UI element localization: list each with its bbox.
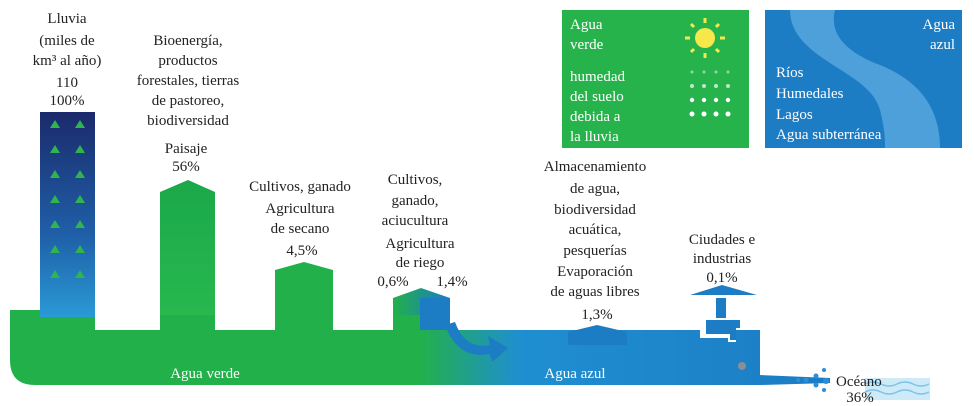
text: de secano bbox=[271, 221, 330, 237]
flow-label: Agua verde bbox=[170, 366, 240, 382]
text: forestales, tierras bbox=[137, 73, 240, 89]
text: Almacenamiento bbox=[544, 159, 646, 175]
text: Agua bbox=[923, 17, 956, 33]
text: de riego bbox=[396, 255, 445, 271]
ocean-dots bbox=[796, 368, 829, 392]
text: biodiversidad bbox=[554, 202, 636, 218]
ocean-waves bbox=[864, 378, 930, 400]
storage-label: Almacenamiento de agua, biodiversidad ac… bbox=[544, 159, 646, 323]
text: 100% bbox=[50, 93, 85, 109]
rain-drops bbox=[50, 120, 85, 278]
irrigated-blue bbox=[420, 298, 450, 330]
text: 0,6% bbox=[377, 274, 408, 290]
text: (miles de bbox=[39, 33, 95, 49]
text: azul bbox=[930, 37, 955, 53]
text: 0,1% bbox=[706, 270, 737, 286]
text: la lluvia bbox=[570, 129, 619, 145]
text: km³ al año) bbox=[33, 53, 102, 69]
text: de aguas libres bbox=[550, 284, 639, 300]
legend-blue-text: Agua azul Ríos Humedales Lagos Agua subt… bbox=[776, 17, 955, 143]
text: Cultivos, ganado bbox=[249, 179, 351, 195]
text: biodiversidad bbox=[147, 113, 229, 129]
text: 56% bbox=[172, 159, 200, 175]
text: acuática, bbox=[569, 222, 622, 238]
text: Agricultura bbox=[265, 201, 334, 217]
text: industrias bbox=[693, 251, 751, 267]
landscape-column bbox=[160, 180, 215, 315]
text: Humedales bbox=[776, 86, 844, 102]
text: 4,5% bbox=[286, 243, 317, 259]
text: de pastoreo, bbox=[152, 93, 224, 109]
irrigated-label: Cultivos, ganado, aciucultura Agricultur… bbox=[377, 172, 467, 290]
flow-band bbox=[10, 310, 830, 385]
rain-column bbox=[40, 112, 95, 317]
cities-label: Ciudades e industrias 0,1% bbox=[689, 232, 756, 286]
text: aciucultura bbox=[382, 213, 449, 229]
legend-green-text: Agua verde humedad del suelo debida a la… bbox=[570, 17, 625, 145]
rainfed-column bbox=[275, 262, 333, 315]
text: Agricultura bbox=[385, 236, 454, 252]
text: verde bbox=[570, 37, 604, 53]
text: Bioenergía, bbox=[153, 33, 222, 49]
ocean-share: 36% bbox=[846, 390, 874, 406]
text: 1,3% bbox=[581, 307, 612, 323]
cities-roof bbox=[690, 285, 757, 295]
soil-dots bbox=[689, 70, 731, 117]
text: pesquerías bbox=[563, 243, 626, 259]
text: Cultivos, bbox=[388, 172, 443, 188]
ocean-label: Océano bbox=[836, 374, 882, 390]
text: Evaporación bbox=[557, 264, 633, 280]
text: Lagos bbox=[776, 107, 813, 123]
legend-green-box bbox=[562, 10, 749, 148]
text: del suelo bbox=[570, 89, 624, 105]
text: productos bbox=[158, 53, 217, 69]
text: Ríos bbox=[776, 65, 804, 81]
text: humedad bbox=[570, 69, 625, 85]
rain-label: Lluvia (miles de km³ al año) 110 100% bbox=[33, 11, 102, 109]
text: 1,4% bbox=[436, 274, 467, 290]
text: Lluvia bbox=[47, 11, 86, 27]
tap-icon bbox=[700, 298, 746, 370]
river-icon bbox=[790, 10, 940, 148]
text: Agua subterránea bbox=[776, 127, 882, 143]
return-arrow bbox=[445, 322, 508, 362]
sun-icon bbox=[685, 18, 725, 58]
text: 110 bbox=[56, 75, 78, 91]
rainfed-label: Cultivos, ganado Agricultura de secano 4… bbox=[249, 179, 351, 259]
storage-block bbox=[568, 325, 627, 345]
text: debida a bbox=[570, 109, 621, 125]
text: ganado, bbox=[391, 193, 438, 209]
text: Paisaje bbox=[165, 141, 208, 157]
flow-label: Agua azul bbox=[544, 366, 605, 382]
text: Ciudades e bbox=[689, 232, 756, 248]
text: Agua bbox=[570, 17, 603, 33]
text: de agua, bbox=[570, 181, 620, 197]
landscape-label: Bioenergía, productos forestales, tierra… bbox=[137, 33, 240, 175]
